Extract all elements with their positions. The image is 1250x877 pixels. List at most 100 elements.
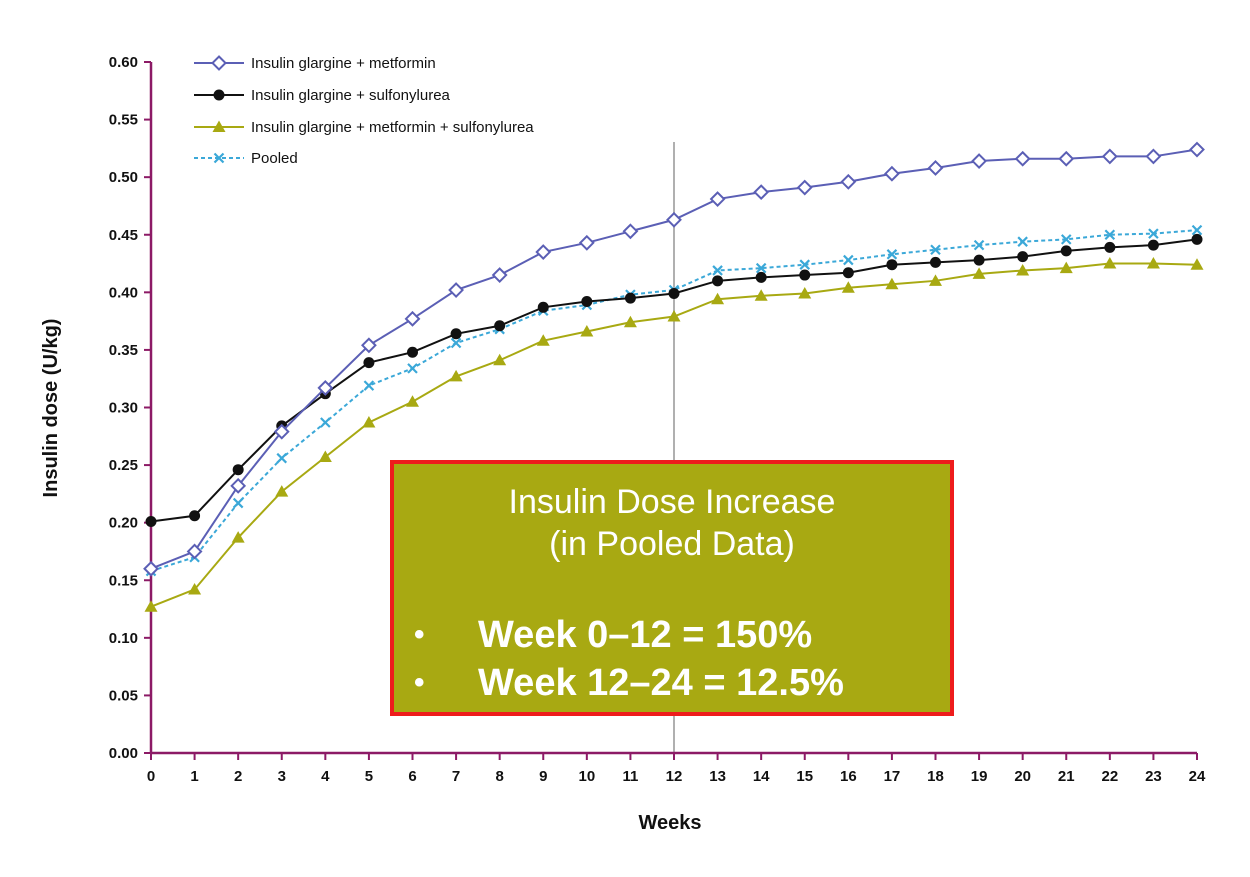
- data-point: [798, 286, 812, 299]
- data-point: [972, 267, 986, 279]
- data-point: [448, 282, 464, 298]
- data-point: [536, 334, 550, 346]
- data-point: [927, 160, 944, 176]
- x-tick-label: 3: [278, 768, 286, 785]
- data-point: [753, 184, 770, 201]
- data-point: [1148, 228, 1159, 239]
- data-point: [145, 516, 157, 528]
- series-group: [144, 257, 1204, 612]
- data-point: [1191, 224, 1203, 236]
- data-point: [711, 292, 725, 305]
- data-point: [317, 380, 334, 396]
- data-point: [1060, 234, 1072, 245]
- data-point: [275, 485, 289, 497]
- data-point: [188, 582, 202, 595]
- data-point: [840, 173, 857, 190]
- data-point: [1060, 245, 1072, 257]
- x-tick-label: 7: [452, 768, 460, 785]
- legend-label: Pooled: [251, 150, 298, 167]
- data-point: [667, 310, 681, 322]
- data-point: [212, 120, 226, 132]
- data-point: [884, 165, 900, 182]
- callout-box: Insulin Dose Increase (in Pooled Data) •…: [390, 460, 954, 716]
- data-point: [213, 89, 225, 101]
- legend-label: Insulin glargine + metformin: [251, 55, 436, 72]
- data-point: [842, 267, 854, 279]
- data-point: [361, 337, 377, 354]
- data-point: [578, 234, 595, 251]
- data-point: [1104, 229, 1116, 241]
- data-point: [144, 600, 158, 612]
- data-point: [929, 274, 942, 286]
- data-point: [363, 357, 375, 369]
- data-point: [450, 337, 462, 349]
- data-point: [318, 450, 332, 463]
- data-point: [404, 310, 421, 327]
- x-tick-label: 19: [971, 768, 988, 785]
- data-point: [754, 289, 768, 301]
- x-tick-label: 15: [796, 768, 813, 785]
- data-point: [1103, 257, 1117, 269]
- data-point: [623, 315, 637, 328]
- bullet-dot: •: [414, 618, 425, 651]
- data-point: [1101, 148, 1118, 165]
- data-point: [1146, 257, 1160, 269]
- data-point: [799, 269, 811, 281]
- y-tick-label: 0.00: [109, 745, 138, 762]
- y-tick-label: 0.30: [109, 400, 138, 417]
- y-tick-label: 0.55: [109, 112, 138, 129]
- data-point: [1189, 141, 1205, 158]
- data-point: [1190, 258, 1204, 270]
- data-point: [276, 452, 288, 464]
- data-point: [1014, 150, 1031, 167]
- data-point: [886, 249, 898, 260]
- x-tick-label: 5: [365, 768, 373, 785]
- data-point: [493, 353, 507, 366]
- data-point: [666, 211, 682, 228]
- data-point: [213, 152, 225, 164]
- data-point: [1017, 236, 1028, 247]
- x-tick-label: 20: [1014, 768, 1031, 785]
- axis-ticks: 0.00 0.05 0.10 0.15 0.20 0.25 0.30 0.35 0.40 0.45…: [109, 54, 1206, 785]
- legend-label: Insulin glargine + metformin + sulfonylu…: [251, 119, 534, 136]
- y-tick-label: 0.05: [109, 687, 138, 704]
- legend: Insulin glargine + metformin Insulin glar…: [194, 55, 534, 167]
- legend-label: Insulin glargine + sulfonylurea: [251, 87, 451, 104]
- data-point: [885, 277, 899, 290]
- x-tick-label: 4: [321, 768, 330, 785]
- x-tick-label: 21: [1058, 768, 1075, 785]
- data-point: [841, 281, 855, 293]
- x-tick-label: 13: [709, 768, 726, 785]
- data-point: [211, 55, 227, 71]
- data-point: [755, 271, 767, 283]
- y-tick-label: 0.35: [109, 342, 138, 359]
- data-point: [930, 256, 941, 268]
- x-tick-label: 11: [622, 768, 638, 785]
- data-point: [186, 543, 203, 560]
- x-tick-label: 16: [840, 768, 857, 785]
- data-point: [232, 464, 244, 476]
- data-point: [886, 259, 898, 271]
- x-tick-label: 14: [753, 768, 770, 785]
- data-point: [668, 287, 680, 299]
- legend-item: Insulin glargine + sulfonylurea: [194, 87, 451, 104]
- callout-bullet: • Week 12–24 = 12.5%: [414, 660, 940, 706]
- data-point: [712, 275, 724, 287]
- series-group: [143, 141, 1205, 577]
- y-tick-label: 0.40: [109, 284, 138, 301]
- y-tick-label: 0.50: [109, 169, 138, 186]
- data-point: [231, 531, 245, 543]
- y-tick-label: 0.60: [109, 54, 138, 71]
- data-point: [1017, 251, 1029, 263]
- y-tick-label: 0.10: [109, 630, 138, 647]
- data-point: [407, 346, 418, 358]
- callout-title: Insulin Dose Increase: [508, 483, 836, 521]
- callout-bullet-text: Week 12–24 = 12.5%: [478, 662, 844, 704]
- x-tick-label: 18: [927, 768, 944, 785]
- data-point: [363, 380, 375, 391]
- data-point: [494, 320, 506, 332]
- x-tick-label: 24: [1189, 768, 1206, 785]
- x-tick-label: 23: [1145, 768, 1162, 785]
- data-point: [973, 239, 985, 251]
